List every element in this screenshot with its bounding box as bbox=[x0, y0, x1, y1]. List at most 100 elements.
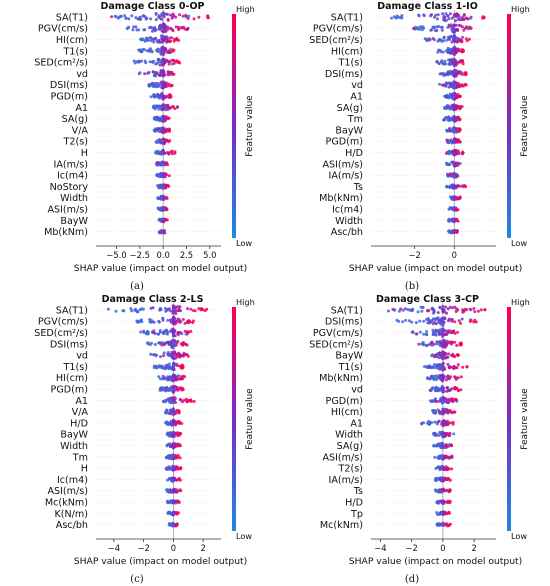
shap-point bbox=[162, 13, 166, 17]
x-tick-label: 2.5 bbox=[180, 250, 193, 260]
shap-point bbox=[179, 466, 183, 470]
shap-point bbox=[181, 317, 185, 321]
shap-point bbox=[448, 195, 452, 199]
shap-point bbox=[182, 353, 185, 357]
shap-point bbox=[453, 196, 457, 200]
shap-point bbox=[452, 398, 456, 402]
shap-point bbox=[447, 317, 451, 321]
shap-point bbox=[178, 355, 182, 359]
shap-point bbox=[434, 318, 438, 322]
shap-point bbox=[449, 138, 453, 142]
shap-point bbox=[452, 230, 456, 234]
shap-point bbox=[168, 387, 172, 391]
shap-point bbox=[445, 339, 449, 343]
shap-point bbox=[161, 94, 165, 98]
shap-point bbox=[157, 319, 161, 323]
shap-point bbox=[155, 81, 159, 85]
shap-point bbox=[174, 385, 178, 389]
shap-point bbox=[148, 60, 152, 64]
shap-point bbox=[432, 443, 436, 447]
shap-point bbox=[468, 16, 472, 20]
shap-point bbox=[186, 307, 189, 311]
feature-label: H bbox=[81, 464, 88, 475]
shap-point bbox=[177, 331, 181, 335]
shap-point bbox=[448, 69, 452, 73]
shap-point bbox=[171, 466, 175, 470]
shap-point bbox=[197, 15, 201, 19]
shap-point bbox=[172, 433, 176, 437]
shap-point bbox=[450, 467, 454, 471]
feature-label: H/D bbox=[345, 498, 363, 509]
shap-point bbox=[454, 19, 457, 23]
shap-point bbox=[456, 389, 460, 392]
shap-point bbox=[454, 184, 458, 188]
shap-point bbox=[141, 48, 145, 51]
shap-point bbox=[461, 185, 465, 189]
shap-point bbox=[435, 59, 439, 63]
shap-point bbox=[176, 60, 180, 64]
shap-point bbox=[160, 130, 164, 134]
shap-point bbox=[456, 47, 460, 51]
shap-point bbox=[455, 344, 459, 347]
shap-point bbox=[140, 59, 144, 63]
shap-point bbox=[454, 207, 458, 211]
shap-point bbox=[114, 309, 118, 313]
shap-point bbox=[448, 431, 452, 435]
shap-point bbox=[459, 321, 462, 325]
shap-point bbox=[171, 330, 175, 334]
feature-label: PGD(m) bbox=[51, 92, 88, 103]
shap-point bbox=[151, 353, 155, 357]
x-tick-label: −4 bbox=[374, 543, 386, 553]
feature-label: Mc(kNm) bbox=[320, 520, 363, 531]
feature-label: A1 bbox=[75, 103, 88, 114]
shap-point bbox=[160, 91, 164, 95]
shap-point bbox=[178, 377, 182, 381]
shap-point bbox=[442, 16, 446, 20]
feature-label: PGV(cm/s) bbox=[313, 328, 363, 339]
shap-point bbox=[437, 399, 441, 403]
shap-point bbox=[161, 11, 165, 15]
shap-point bbox=[173, 375, 176, 379]
shap-point bbox=[171, 105, 175, 108]
shap-point bbox=[448, 173, 452, 177]
shap-point bbox=[450, 318, 454, 321]
feature-label: V/A bbox=[72, 407, 89, 418]
shap-point bbox=[163, 207, 166, 211]
shap-point bbox=[426, 308, 430, 312]
shap-point bbox=[435, 17, 439, 21]
shap-point bbox=[178, 488, 182, 492]
shap-point bbox=[455, 175, 459, 179]
shap-point bbox=[447, 219, 451, 223]
shap-point bbox=[437, 466, 441, 470]
shap-point bbox=[453, 340, 457, 344]
shap-point bbox=[456, 28, 459, 32]
shap-point bbox=[452, 105, 455, 109]
feature-label: SED(cm²/s) bbox=[309, 339, 363, 350]
shap-point bbox=[166, 25, 169, 29]
feature-label: Mb(kNm) bbox=[44, 227, 88, 238]
shap-point bbox=[162, 220, 166, 224]
shap-point bbox=[151, 37, 155, 41]
shap-point bbox=[157, 186, 161, 190]
shap-point bbox=[453, 97, 457, 101]
shap-point bbox=[434, 330, 438, 334]
shap-point bbox=[456, 83, 460, 87]
feature-label: SA(T1) bbox=[331, 305, 363, 316]
shap-point bbox=[106, 307, 110, 311]
feature-label: A1 bbox=[350, 92, 363, 103]
shap-point bbox=[437, 419, 441, 423]
shap-point bbox=[186, 331, 189, 335]
shap-point bbox=[437, 25, 441, 28]
shap-point bbox=[397, 309, 401, 313]
shap-point bbox=[171, 362, 175, 366]
shap-point bbox=[423, 37, 427, 41]
shap-point bbox=[483, 308, 487, 312]
feature-label: vd bbox=[351, 385, 363, 396]
shap-point bbox=[165, 421, 169, 425]
feature-label: HI(cm) bbox=[56, 35, 88, 46]
shap-point bbox=[459, 16, 462, 20]
feature-label: T2(s) bbox=[338, 464, 363, 475]
shap-point bbox=[137, 28, 141, 32]
shap-point bbox=[438, 410, 442, 414]
